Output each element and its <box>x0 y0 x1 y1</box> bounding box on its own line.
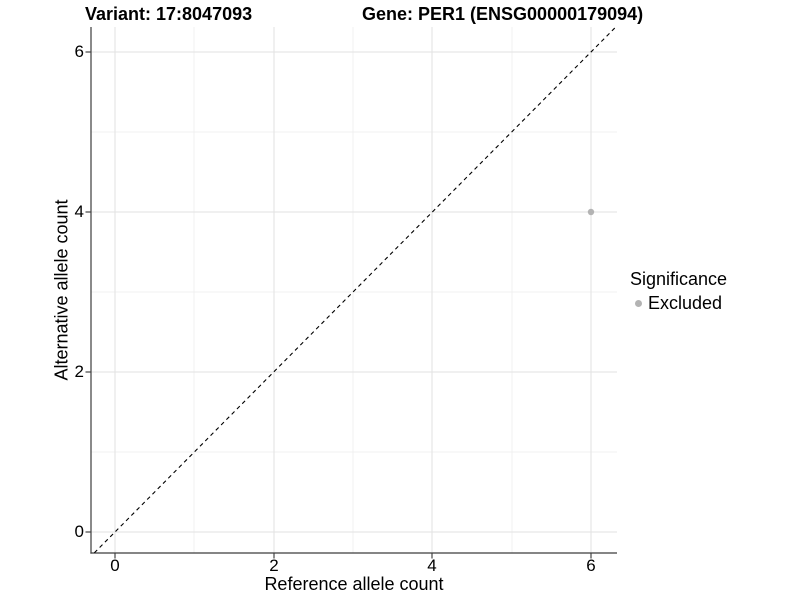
x-tick-label-2: 2 <box>269 556 279 575</box>
plot-title-variant: Variant: 17:8047093 <box>85 4 253 24</box>
y-tick-label-2: 2 <box>74 362 84 381</box>
legend-item-excluded: Excluded <box>630 293 727 314</box>
plot-title-gene: Gene: PER1 (ENSG00000179094) <box>362 4 644 24</box>
x-axis-label: Reference allele count <box>264 574 444 594</box>
y-tick-label-6: 6 <box>74 42 84 61</box>
gridlines-major <box>91 27 617 553</box>
x-tick-label-6: 6 <box>586 556 596 575</box>
gridlines-minor <box>91 27 617 553</box>
data-point <box>587 208 595 216</box>
y-tick-label-0: 0 <box>74 522 84 541</box>
y-tick-label-4: 4 <box>74 202 84 221</box>
x-tick-label-4: 4 <box>427 556 437 575</box>
legend-title: Significance <box>630 269 728 289</box>
legend-item-label: Excluded <box>648 293 723 313</box>
identity-line <box>93 26 616 554</box>
legend: Significance Excluded <box>630 269 727 314</box>
y-axis-label: Alternative allele count <box>51 199 72 381</box>
excluded-point-icon <box>635 300 642 307</box>
x-tick-label-0: 0 <box>110 556 120 575</box>
axis-tick-marks <box>85 51 592 559</box>
